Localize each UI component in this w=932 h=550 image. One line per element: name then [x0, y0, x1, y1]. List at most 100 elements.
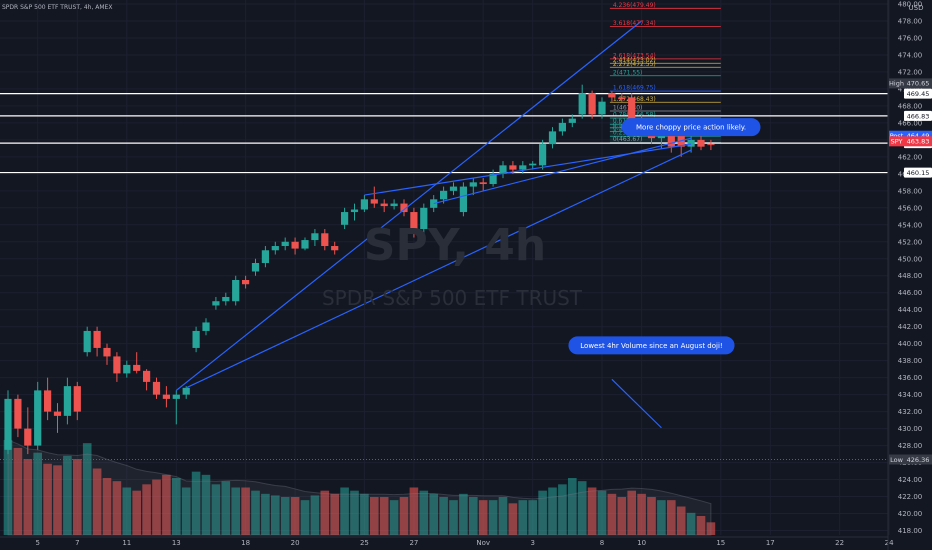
candle-body: [548, 131, 557, 145]
candle-body: [53, 411, 62, 416]
candle-body: [459, 186, 467, 213]
volume-bar: [399, 497, 409, 535]
volume-bar: [597, 490, 607, 535]
y-tick-label: 436.00: [898, 374, 923, 382]
y-tick-label: 474.00: [898, 51, 923, 59]
volume-bar: [409, 487, 419, 535]
y-tick-label: 466.00: [898, 119, 923, 127]
volume-bar: [132, 490, 141, 535]
volume-bar: [280, 497, 290, 535]
y-tick-label: 424.00: [898, 476, 923, 484]
volume-bar: [63, 455, 72, 535]
y-tick-label: 420.00: [898, 510, 923, 518]
y-tick-label: 434.00: [898, 391, 923, 399]
volume-bar: [191, 471, 201, 535]
chart-title: SPDR S&P 500 ETF TRUST, 4h, AMEX: [2, 4, 112, 11]
candle-body: [341, 212, 349, 225]
candle-body: [261, 250, 269, 264]
volume-bar: [53, 465, 62, 535]
candle-body: [370, 199, 378, 204]
horizontal-level-tag: 460.15: [904, 167, 932, 178]
y-tick-label: 418.00: [898, 527, 923, 535]
candle-body: [598, 101, 606, 115]
candle-body: [479, 182, 487, 185]
volume-layer: [3, 439, 716, 536]
candle-body: [152, 381, 161, 395]
volume-bar: [73, 459, 82, 535]
annotation-text: Lowest 4hr Volume since an August doji!: [580, 342, 722, 350]
annotation-callout[interactable]: More choppy price action likely.: [621, 118, 761, 137]
candle-body: [232, 279, 240, 302]
volume-bar: [528, 500, 537, 535]
candle-body: [687, 139, 695, 147]
annotation-callout[interactable]: Lowest 4hr Volume since an August doji!: [568, 336, 735, 355]
trendline[interactable]: [433, 137, 692, 205]
volume-bar: [657, 500, 666, 535]
horizontal-level-tag: 469.45: [904, 88, 932, 99]
candle-body: [519, 165, 527, 170]
candle-body: [697, 139, 705, 147]
candle-body: [212, 301, 220, 306]
y-tick-label: 452.00: [898, 238, 923, 246]
candle-body: [93, 330, 101, 348]
volume-bar: [419, 490, 429, 535]
candle-body: [499, 165, 507, 174]
watermark-symbol: SPY, 4h: [364, 220, 547, 271]
candle-body: [4, 398, 12, 450]
y-tick-label: 450.00: [898, 255, 923, 263]
y-tick-label: 448.00: [898, 272, 923, 280]
candle-body: [380, 203, 388, 207]
price-tag-value-bg: [904, 130, 932, 141]
volume-bar: [172, 478, 181, 535]
price-tag-value-bg: [904, 454, 932, 465]
volume-bar: [627, 490, 636, 535]
fib-level-label: 3.618(477.34): [613, 20, 656, 27]
volume-bar: [706, 522, 716, 535]
volume-bar: [389, 500, 399, 535]
volume-bar: [577, 481, 587, 535]
volume-bar: [439, 497, 448, 535]
y-tick-label: 454.00: [898, 221, 923, 229]
price-tag: SPY 463.83: [889, 136, 932, 147]
candle-body: [24, 428, 32, 446]
trendline[interactable]: [611, 378, 662, 429]
trendline[interactable]: [175, 20, 642, 391]
y-tick-label: 428.00: [898, 442, 923, 450]
fib-level-label: 2.618(473.54): [613, 52, 656, 59]
y-tick-label: 480.00: [898, 1, 923, 9]
annotation-text: More choppy price action likely.: [636, 124, 746, 132]
watermark-name: SPDR S&P 500 ETF TRUST: [322, 286, 583, 310]
volume-bar: [676, 506, 686, 535]
candle-body: [113, 356, 121, 374]
y-tick-label: 476.00: [898, 34, 923, 42]
x-tick-label: 25: [360, 539, 369, 547]
candle-body: [707, 144, 715, 146]
candle-body: [509, 165, 517, 170]
volume-bar: [647, 497, 656, 535]
annotation-bubble: [568, 336, 735, 355]
x-tick-label: 8: [600, 539, 604, 547]
volume-bar: [488, 500, 498, 535]
grid-layer: [0, 0, 890, 535]
price-tag-value: 463.83: [907, 138, 930, 146]
candle-body: [578, 93, 586, 115]
candle-body: [410, 212, 418, 234]
volume-bar: [221, 481, 231, 535]
volume-bar: [508, 503, 518, 535]
candle-body: [182, 387, 190, 395]
price-tag: Post 464.49: [889, 130, 932, 141]
volume-bar: [548, 487, 557, 535]
currency-label: USD: [909, 4, 924, 12]
x-tick-label: 17: [766, 539, 775, 547]
trendline[interactable]: [185, 149, 692, 389]
y-tick-label: 456.00: [898, 204, 923, 212]
candle-body: [123, 364, 131, 374]
level-tag-bg: [904, 88, 932, 99]
volume-bar: [518, 500, 528, 535]
y-tick-label: 432.00: [898, 408, 923, 416]
price-tag: High 470.65: [889, 78, 932, 89]
x-tick-label: 11: [122, 539, 131, 547]
x-tick-label: Nov: [476, 539, 490, 547]
